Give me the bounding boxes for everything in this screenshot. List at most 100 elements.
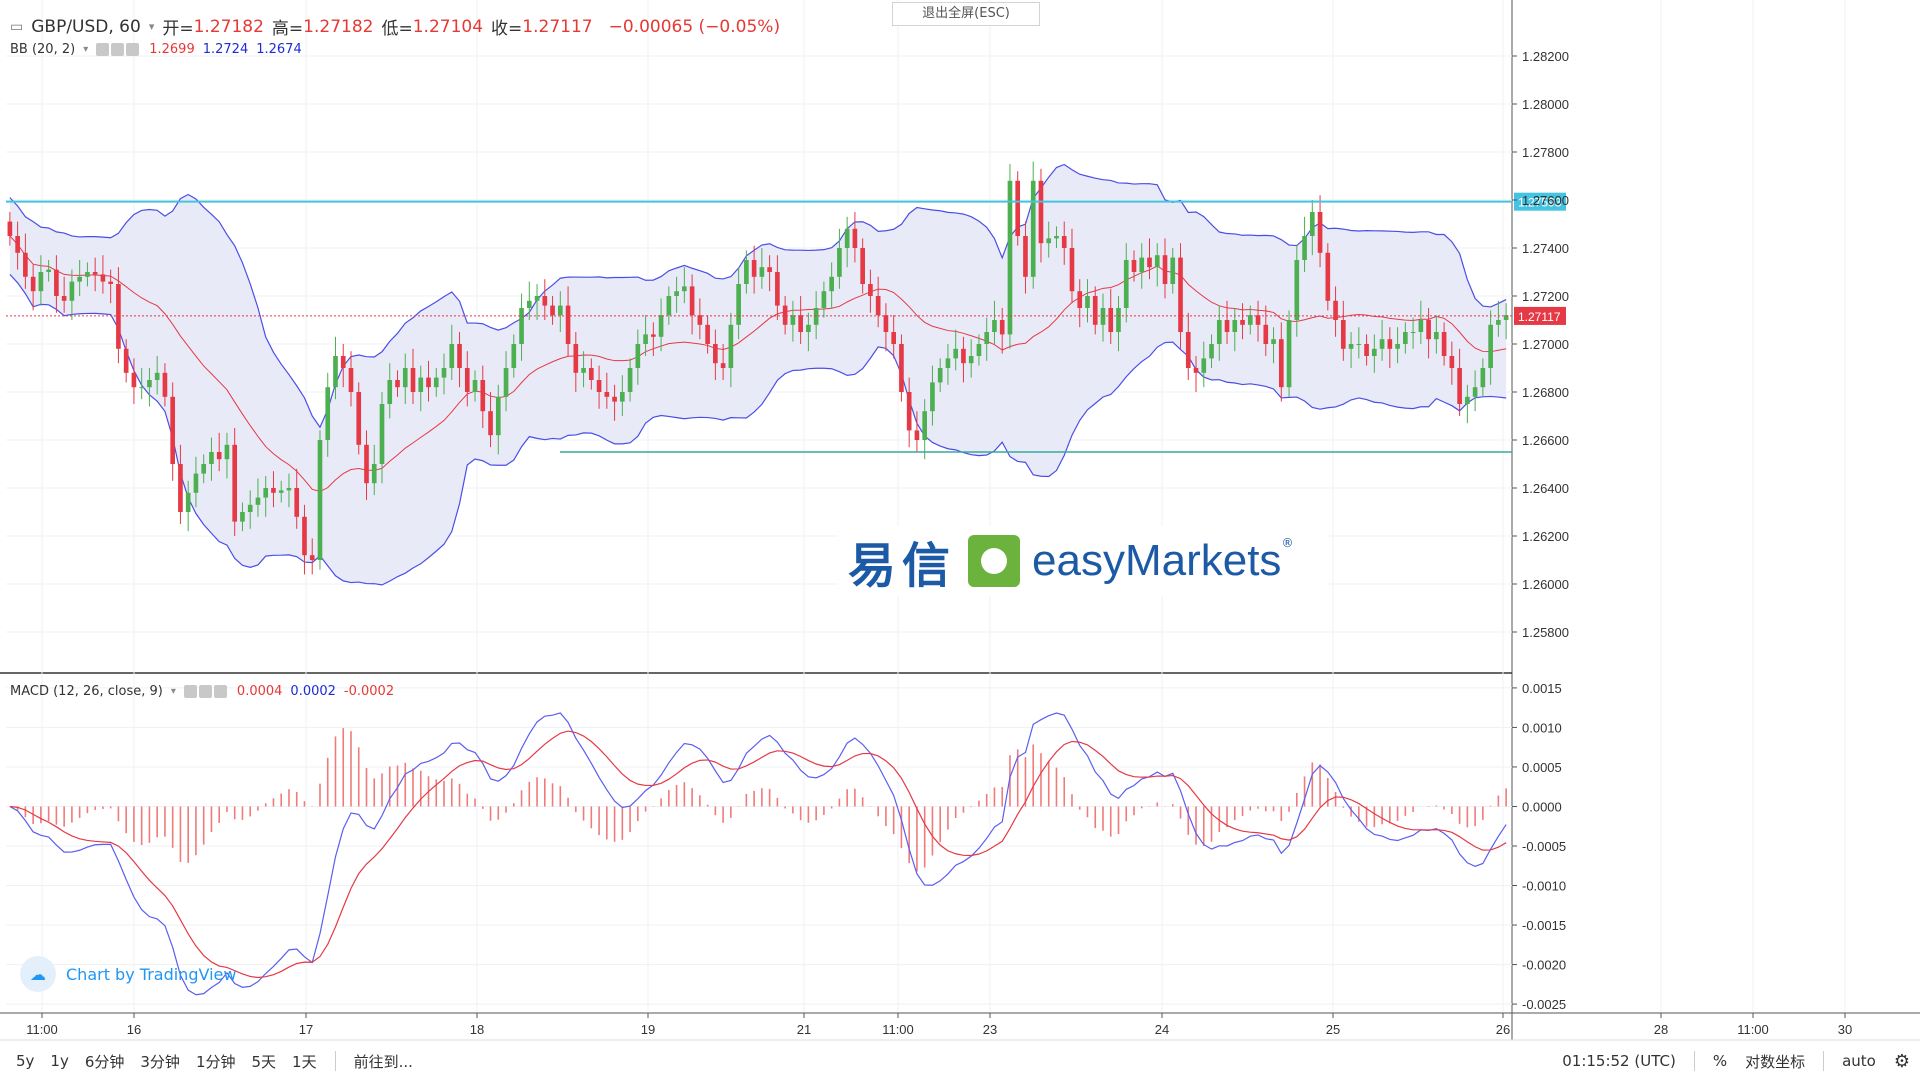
candle-body [395,380,400,388]
candle-body [1503,315,1509,320]
candle-body [1023,236,1028,277]
range-1d[interactable]: 1天 [292,1052,317,1071]
candle-body [23,252,28,277]
macd-signal-line [9,730,1507,979]
candle-body [1418,320,1424,332]
candle-body [61,296,67,301]
auto-scale-toggle[interactable]: auto [1842,1052,1876,1070]
candle-body [209,452,214,464]
log-scale-toggle[interactable]: 对数坐标 [1745,1052,1806,1071]
time-tick-label: 11:00 [1737,1022,1769,1037]
logo-registered-mark: ® [1281,536,1294,550]
candle-body [1069,248,1075,292]
candle-body [1403,332,1408,344]
time-tick-label: 30 [1838,1022,1852,1037]
percent-toggle[interactable]: % [1712,1052,1728,1070]
macd-label[interactable]: MACD (12, 26, close, 9) [10,684,163,699]
exit-fullscreen-button[interactable]: 退出全屏(ESC) [892,2,1040,26]
range-5d[interactable]: 5天 [251,1052,277,1071]
time-tick-label: 21 [797,1022,811,1037]
eye-icon[interactable] [183,685,197,698]
price-tick-label: 1.26200 [1522,529,1569,544]
candle-body [1387,339,1393,349]
candle-body [1348,344,1354,349]
settings-icon[interactable] [198,685,212,698]
candle-body [108,281,113,284]
candle-body [961,348,966,364]
current-price-tag [1514,306,1566,325]
time-tick-label: 11:00 [882,1022,914,1037]
candle-body [682,286,687,292]
chevron-down-icon[interactable]: ▾ [83,44,89,55]
macd-tick-label: 0.0010 [1522,720,1562,735]
candle-body [131,372,137,388]
candle-body [1085,296,1090,308]
range-5y[interactable]: 5y [16,1052,35,1070]
candle-body [542,296,548,306]
candle-body [674,291,679,296]
price-tick-label: 1.25800 [1522,625,1569,640]
price-tick-label: 1.26000 [1522,577,1569,592]
goto-button[interactable]: 前往到... [353,1052,413,1071]
bb-basis-value: 1.2699 [149,42,195,57]
high-value: 1.27182 [303,16,374,37]
candle-body [565,305,571,344]
candle-body [868,284,873,296]
candle-body [775,272,780,306]
candle-body [309,555,315,560]
close-value: 1.27117 [522,16,593,37]
range-1m[interactable]: 1分钟 [195,1052,236,1071]
candle-body [1434,332,1439,340]
candle-body [1116,308,1121,332]
close-icon[interactable] [213,685,227,698]
candle-body [620,392,625,402]
range-6m[interactable]: 6分钟 [84,1052,125,1071]
range-3m[interactable]: 3分钟 [140,1052,180,1071]
candle-body [1395,344,1400,349]
candle-body [1457,368,1462,404]
eye-icon[interactable] [96,43,110,56]
candle-body [410,368,416,392]
candle-body [852,228,858,248]
chevron-down-icon[interactable]: ▾ [148,20,155,33]
candle-body [178,464,183,512]
chevron-down-icon[interactable]: ▾ [170,686,176,697]
bb-upper-line [9,163,1507,429]
time-tick-label: 26 [1496,1022,1510,1037]
bb-label[interactable]: BB (20, 2) [10,42,76,57]
candle-body [15,236,20,253]
legend-toggle-icon[interactable]: ▭ [10,18,24,35]
candle-body [1038,180,1044,244]
candle-body [1131,260,1137,272]
symbol-label[interactable]: GBP/USD, 60 [31,16,141,37]
candle-body [464,368,470,392]
close-icon[interactable] [126,43,140,56]
utc-clock[interactable]: 01:15:52 (UTC) [1562,1052,1676,1070]
candle-body [992,320,997,332]
candle-body [1015,180,1021,236]
price-tick-label: 1.28000 [1522,97,1569,112]
candle-body [1201,358,1207,373]
candle-body [255,497,261,505]
candle-body [1294,260,1300,320]
time-tick-label: 23 [983,1022,997,1037]
candle-body [1410,332,1416,333]
macd-tick-label: 0.0000 [1522,799,1562,814]
macd-line [9,712,1507,996]
candle-body [596,380,602,392]
candle-body [643,334,648,344]
settings-icon[interactable] [111,43,125,56]
gear-icon[interactable]: ⚙ [1893,1050,1910,1072]
tradingview-label[interactable]: Chart by TradingView [66,964,237,984]
candle-body [860,248,865,284]
candle-body [503,368,509,397]
candle-body [1162,255,1168,284]
tradingview-attribution[interactable]: ☁ Chart by TradingView [20,956,236,992]
candle-body [588,368,594,380]
candle-body [1317,212,1323,253]
time-tick-label: 18 [470,1022,484,1037]
range-1y[interactable]: 1y [50,1052,69,1070]
candle-body [271,488,276,493]
candle-body [193,473,199,493]
